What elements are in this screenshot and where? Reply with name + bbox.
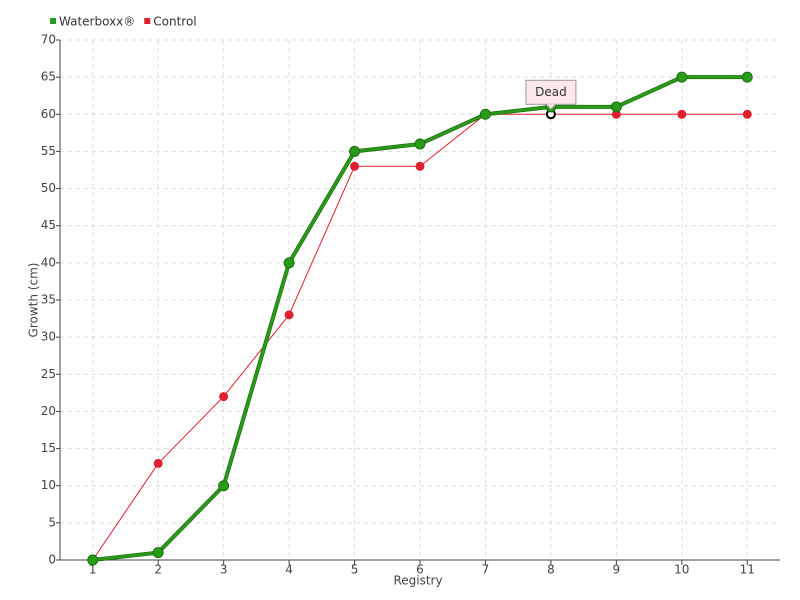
x-tick-label: 3 [220, 563, 228, 577]
legend-label: Control [153, 15, 196, 29]
y-tick-label: 45 [41, 218, 56, 232]
data-point [349, 145, 361, 157]
data-point [350, 161, 360, 171]
data-point [414, 138, 426, 150]
y-tick-label: 5 [48, 515, 56, 529]
tooltip-pointer [545, 103, 557, 110]
y-tick-label: 65 [41, 70, 56, 84]
data-point [677, 109, 687, 119]
x-tick-label: 10 [674, 563, 689, 577]
tooltip-text: Dead [535, 85, 567, 99]
data-point [742, 109, 752, 119]
data-point [152, 547, 164, 559]
series-line [92, 75, 748, 562]
x-tick-label: 1 [89, 563, 97, 577]
y-tick-label: 0 [48, 553, 56, 567]
x-tick-label: 2 [154, 563, 162, 577]
y-tick-label: 25 [41, 367, 56, 381]
y-tick-label: 70 [41, 33, 56, 47]
x-tick-label: 7 [482, 563, 490, 577]
data-point [219, 392, 229, 402]
data-point [676, 71, 688, 83]
x-tick-label: 6 [416, 563, 424, 577]
data-point [284, 310, 294, 320]
x-tick-label: 11 [740, 563, 755, 577]
y-tick-label: 55 [41, 144, 56, 158]
x-axis-title: Registry [393, 574, 442, 588]
tooltip-box [525, 79, 577, 105]
y-tick-label: 35 [41, 293, 56, 307]
data-point [415, 161, 425, 171]
x-tick-label: 9 [613, 563, 621, 577]
y-tick-label: 15 [41, 441, 56, 455]
legend-swatch [144, 18, 151, 24]
x-tick-label: 5 [351, 563, 359, 577]
data-point [218, 480, 230, 492]
y-tick-label: 60 [41, 107, 56, 121]
data-point [283, 257, 295, 269]
series-line-edge [92, 75, 748, 562]
y-tick-label: 30 [41, 330, 56, 344]
x-tick-label: 8 [547, 563, 555, 577]
data-point [741, 71, 753, 83]
data-point [87, 554, 99, 566]
legend-swatch [50, 18, 56, 24]
data-point [610, 101, 622, 113]
y-tick-label: 20 [41, 404, 56, 418]
x-tick-label: 4 [285, 563, 293, 577]
y-axis-title: Growth (cm) [27, 263, 41, 338]
y-tick-label: 50 [41, 181, 56, 195]
y-tick-label: 40 [41, 255, 56, 269]
legend-label: Waterboxx® [59, 15, 135, 29]
y-tick-label: 10 [41, 478, 56, 492]
data-point [153, 458, 163, 468]
data-point [479, 108, 491, 120]
